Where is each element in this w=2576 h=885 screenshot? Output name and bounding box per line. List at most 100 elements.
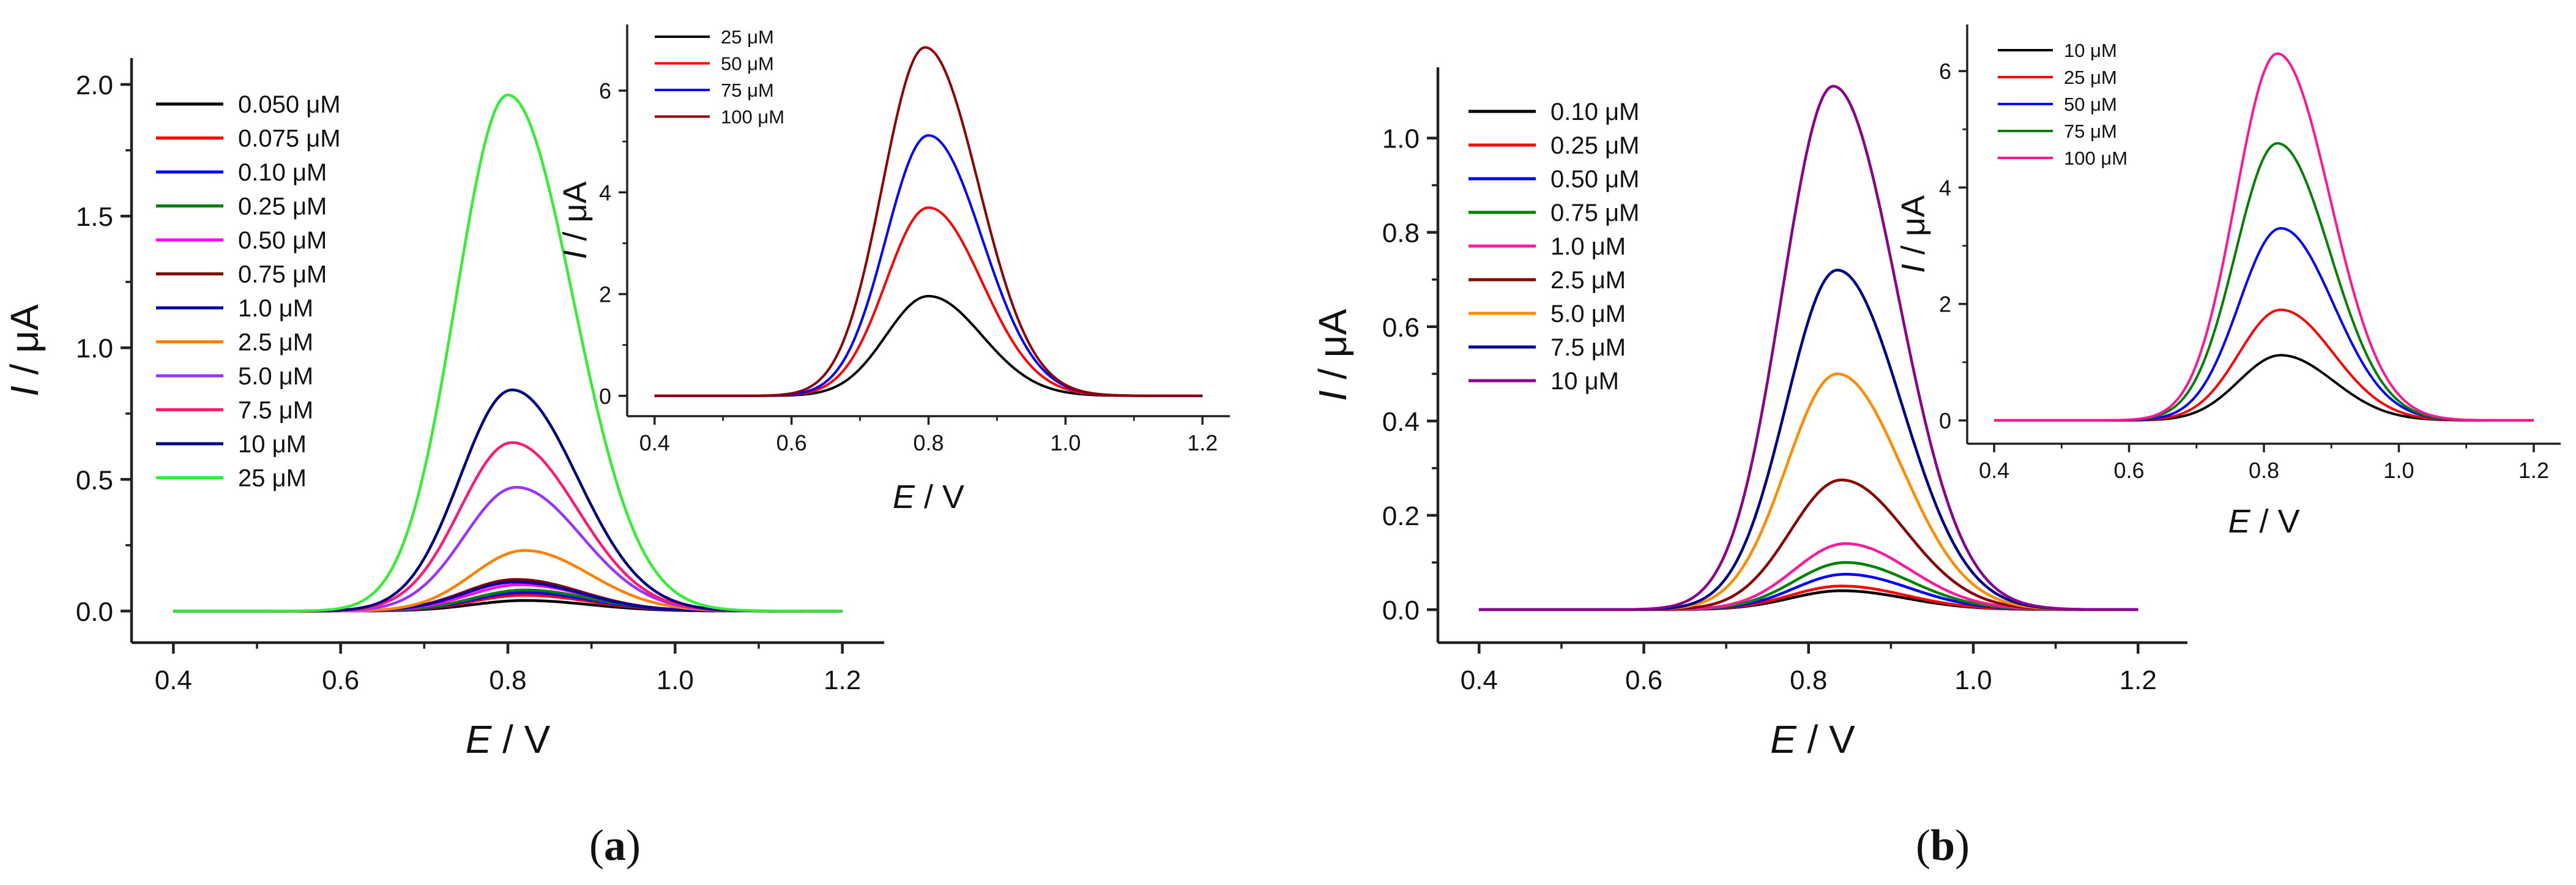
a-inset-series-2: [654, 134, 1203, 397]
b-inset-legend: 10 μM 25 μM 50 μM 75 μM 100 μM: [1998, 40, 2127, 169]
a-inset-x-tick-label: 1.2: [1187, 430, 1218, 455]
b-inset-y-tick-label: 2: [1939, 292, 1951, 317]
a-main-legend-label: 0.50 μM: [238, 227, 327, 254]
a-main-legend-label: 1.0 μM: [238, 295, 313, 322]
a-inset-chart: 0.4 0.6 0.8 1.0 1.2 0 2 4 6 E / V I / μA 25 μM 50 μM…: [557, 24, 1230, 515]
b-inset-legend-label: 10 μM: [2064, 40, 2117, 61]
b-inset-legend-label: 100 μM: [2064, 148, 2127, 169]
b-main-x-tick-label: 0.6: [1625, 665, 1662, 695]
panel-label-b: (b): [1916, 821, 1970, 870]
b-inset-x-tick-label: 0.6: [2114, 458, 2145, 483]
b-main-legend: 0.10 μM 0.25 μM 0.50 μM 0.75 μM 1.0 μM 2.5 μM…: [1469, 99, 1639, 395]
b-inset-y-tick-label: 0: [1939, 408, 1951, 433]
a-main-x-tick-label: 0.4: [155, 665, 192, 695]
b-inset-x-tick-label: 1.2: [2518, 458, 2549, 483]
a-main-x-axis-var: E: [466, 717, 493, 761]
b-main-y-axis-var: I: [1311, 390, 1355, 401]
a-inset-series-1: [654, 206, 1203, 397]
panel-label-close: ): [626, 821, 641, 870]
b-main-y-axis-label: I / μA: [1311, 308, 1355, 401]
b-inset-series-2: [1994, 226, 2534, 422]
b-main-series-8: [1479, 84, 2139, 611]
a-inset-legend: 25 μM 50 μM 75 μM 100 μM: [655, 26, 784, 128]
a-inset-legend-label: 100 μM: [721, 106, 784, 128]
b-inset-y-tick-label: 6: [1939, 59, 1951, 84]
b-main-x-tick-label: 1.0: [1954, 665, 1992, 695]
a-main-legend: 0.050 μM 0.075 μM 0.10 μM 0.25 μM 0.50 μM 0.7…: [156, 91, 341, 492]
b-main-chart: 0.4 0.6 0.8 1.0 1.2 0.0 0.2 0.4 0.6 0.8 1.0 E / V I …: [1311, 67, 2187, 761]
a-main-x-tick-label: 1.2: [824, 665, 861, 695]
a-main-y-axis-label: I / μA: [2, 304, 47, 397]
panel-label-letter: a: [604, 821, 626, 870]
a-main-x-axis-unit: V: [524, 717, 551, 761]
b-inset-x-tick-label: 0.4: [1979, 458, 2009, 483]
b-inset-legend-label: 50 μM: [2064, 94, 2117, 115]
b-inset-y-axis-var: I: [1895, 264, 1932, 273]
b-main-legend-label: 0.10 μM: [1550, 99, 1639, 125]
a-inset-legend-label: 75 μM: [721, 80, 774, 101]
a-inset-y-tick-label: 2: [599, 282, 611, 307]
b-main-legend-label: 1.0 μM: [1550, 233, 1626, 260]
a-main-y-axis-sep: /: [2, 353, 47, 386]
b-main-legend-label: 5.0 μM: [1550, 301, 1626, 327]
b-main-legend-label: 0.25 μM: [1550, 132, 1639, 159]
a-main-legend-label: 0.10 μM: [238, 159, 327, 186]
a-main-x-tick-label: 0.8: [489, 665, 526, 695]
a-inset-series-3: [654, 46, 1203, 397]
panel-label-a: (a): [589, 821, 641, 870]
a-main-x-tick-label: 1.0: [657, 665, 694, 695]
b-main-x-tick-label: 0.4: [1461, 665, 1498, 695]
b-main-x-axis-label: E / V: [1770, 717, 1855, 761]
a-main-y-axis-var: I: [2, 386, 47, 397]
b-main-x-tick-label: 0.8: [1790, 665, 1827, 695]
b-main-y-tick-label: 0.2: [1382, 501, 1420, 531]
b-inset-series-3: [1994, 142, 2534, 422]
b-main-legend-label: 7.5 μM: [1550, 334, 1626, 361]
a-inset-x-tick-label: 1.0: [1050, 430, 1081, 455]
a-main-series-11: [173, 93, 843, 613]
a-inset-series-0: [654, 294, 1203, 397]
a-inset-y-axis-var: I: [557, 250, 594, 260]
a-main-legend-label: 0.050 μM: [238, 91, 341, 118]
a-main-series-1: [173, 594, 843, 613]
b-inset-x-axis-var: E: [2228, 503, 2250, 540]
a-inset-y-axis-sep: /: [557, 223, 594, 250]
a-inset-y-tick-label: 4: [599, 180, 611, 205]
a-main-y-tick-label: 1.0: [76, 334, 113, 364]
b-main-x-axis-var: E: [1770, 717, 1797, 761]
b-inset-series-4: [1994, 52, 2534, 422]
a-main-legend-label: 2.5 μM: [238, 329, 313, 356]
a-main-y-tick-label: 0.0: [76, 597, 113, 627]
b-main-y-tick-label: 0.6: [1382, 313, 1420, 343]
b-main-series-3: [1479, 561, 2139, 611]
a-main-y-tick-label: 2.0: [76, 70, 113, 100]
b-inset-y-axis-unit: μA: [1895, 195, 1932, 236]
a-inset-x-axis-label: E / V: [893, 479, 964, 515]
b-inset-x-axis-label: E / V: [2228, 503, 2299, 540]
a-main-legend-label: 0.075 μM: [238, 125, 341, 152]
a-inset-y-axis-label: I / μA: [557, 181, 594, 259]
a-main-y-tick-label: 0.5: [76, 465, 113, 495]
b-inset-y-axis-label: I / μA: [1895, 195, 1932, 273]
b-main-y-tick-label: 1.0: [1382, 124, 1420, 154]
b-main-x-axis-unit: V: [1829, 717, 1855, 761]
b-main-y-tick-label: 0.0: [1382, 596, 1420, 625]
a-inset-y-tick-label: 6: [599, 78, 611, 103]
a-main-legend-label: 10 μM: [238, 431, 307, 458]
a-inset-y-axis-unit: μA: [557, 181, 594, 222]
b-main-legend-label: 0.50 μM: [1550, 166, 1639, 193]
a-main-legend-label: 7.5 μM: [238, 397, 313, 424]
b-inset-series-0: [1994, 354, 2534, 422]
panel-label-letter: b: [1930, 821, 1955, 870]
b-main-legend-label: 2.5 μM: [1550, 267, 1626, 294]
a-main-legend-label: 5.0 μM: [238, 363, 313, 390]
b-main-legend-label: 0.75 μM: [1550, 200, 1639, 226]
a-main-legend-label: 25 μM: [238, 465, 307, 492]
b-inset-x-tick-label: 0.8: [2249, 458, 2279, 483]
a-main-series-4: [173, 583, 843, 613]
a-inset-x-axis-unit: V: [942, 479, 964, 515]
a-inset-legend-label: 50 μM: [721, 53, 774, 75]
b-inset-y-tick-label: 4: [1939, 175, 1951, 200]
b-inset-x-axis-sep: /: [2250, 503, 2277, 540]
